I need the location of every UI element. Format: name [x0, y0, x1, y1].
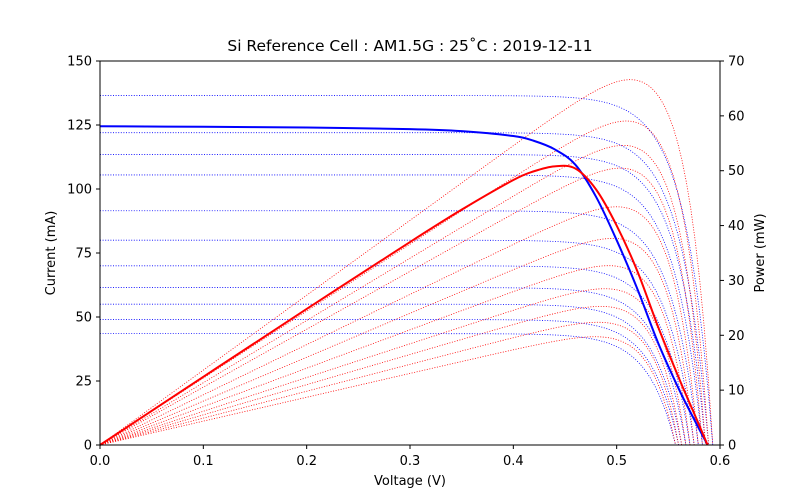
power-curve-dotted-11 — [99, 336, 676, 446]
power-curve-dotted-8 — [99, 288, 687, 446]
x-tick-label: 0.5 — [606, 454, 627, 469]
iv-curve-dotted-5 — [100, 210, 699, 446]
x-tick-label: 0.6 — [710, 454, 731, 469]
power-curve-main — [99, 164, 709, 446]
y-right-tick-label: 20 — [728, 329, 745, 344]
iv-curve-dotted-9 — [100, 303, 683, 446]
iv-curve-dotted-3 — [100, 154, 706, 446]
power-curve-dotted-5 — [99, 206, 699, 446]
y-right-tick-label: 10 — [728, 384, 745, 399]
y-right-tick-label: 60 — [728, 109, 745, 124]
iv-curve-dotted-4 — [100, 174, 703, 446]
y-left-tick-label: 150 — [67, 55, 92, 70]
iv-curve-dotted-7 — [100, 265, 691, 446]
y-left-tick-label: 50 — [75, 311, 92, 326]
x-tick-label: 0.4 — [503, 454, 524, 469]
iv-curve-dotted-10 — [100, 319, 680, 446]
iv-curve-dotted-2 — [100, 132, 710, 446]
plot-area: 0.0 0.1 0.2 0.3 0.4 0.5 0.60255075100125150010… — [67, 55, 744, 470]
power-curve-dotted-10 — [99, 321, 680, 446]
power-curve-dotted-1 — [99, 79, 714, 446]
power-curve-dotted-4 — [99, 167, 703, 446]
iv-curve-dotted-8 — [100, 287, 687, 446]
y-right-tick-label: 30 — [728, 274, 745, 289]
x-tick-label: 0.3 — [400, 454, 421, 469]
x-tick-label: 0.1 — [193, 454, 214, 469]
iv-curve-main — [99, 125, 709, 446]
y-left-tick-label: 0 — [84, 439, 92, 454]
x-tick-label: 0.0 — [90, 454, 111, 469]
y-right-tick-label: 70 — [728, 55, 745, 70]
y-axis-right-label: Power (mW) — [753, 213, 768, 292]
x-tick-label: 0.2 — [296, 454, 317, 469]
y-left-tick-label: 25 — [75, 375, 92, 390]
iv-curve-dotted-11 — [100, 333, 676, 446]
x-axis-label: Voltage (V) — [374, 474, 446, 489]
power-curve-dotted-9 — [99, 306, 683, 446]
iv-curve-dotted-6 — [100, 239, 695, 446]
power-curve-dotted-2 — [99, 120, 710, 446]
power-curve-dotted-7 — [99, 265, 691, 446]
chart-title: Si Reference Cell : AM1.5G : 25˚C : 2019… — [227, 37, 592, 55]
y-left-tick-label: 100 — [67, 183, 92, 198]
y-left-tick-label: 125 — [67, 119, 92, 134]
iv-curve-dotted-1 — [100, 95, 714, 446]
y-right-tick-label: 0 — [728, 439, 736, 454]
power-curve-dotted-3 — [99, 144, 706, 446]
plot-frame — [99, 60, 721, 446]
y-left-tick-label: 75 — [75, 247, 92, 262]
y-right-tick-label: 40 — [728, 219, 745, 234]
y-axis-left-label: Current (mA) — [44, 211, 59, 296]
power-curve-dotted-6 — [99, 237, 695, 446]
y-right-tick-label: 50 — [728, 164, 745, 179]
